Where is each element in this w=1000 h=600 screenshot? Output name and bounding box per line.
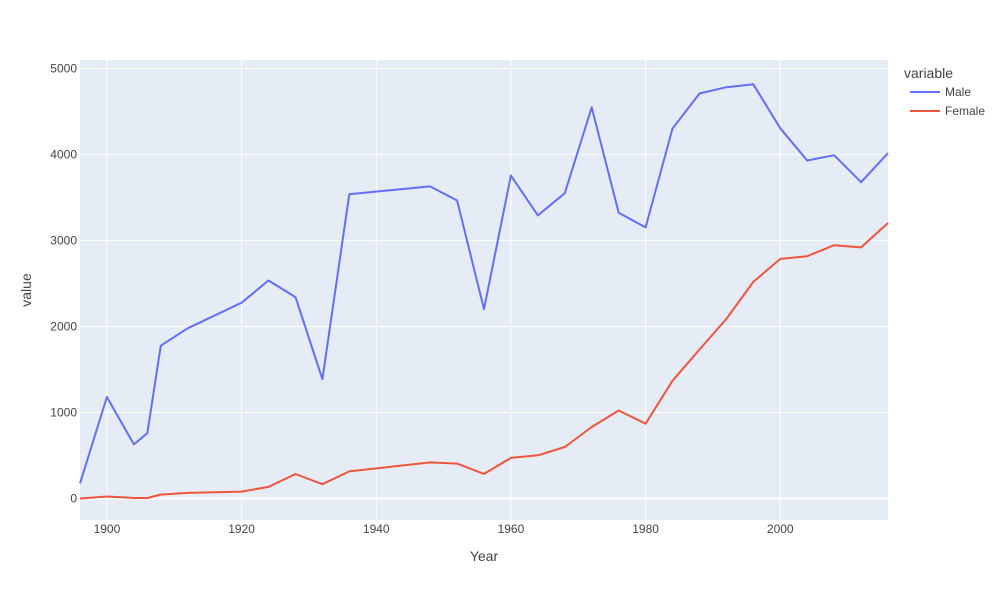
y-tick-label: 3000 <box>50 234 77 248</box>
legend-label: Male <box>945 85 971 99</box>
x-tick-label: 1900 <box>94 522 121 536</box>
series-lines <box>79 83 889 500</box>
legend-item-male[interactable]: Male <box>910 85 971 99</box>
x-tick-label: 1980 <box>632 522 659 536</box>
x-tick-label: 1940 <box>363 522 390 536</box>
y-tick-label: 5000 <box>50 62 77 76</box>
x-tick-label: 1920 <box>228 522 255 536</box>
x-axis-ticks: 1900 1920 1940 1960 1980 2000 <box>94 522 794 536</box>
legend-title: variable <box>904 65 953 81</box>
y-tick-label: 2000 <box>50 320 77 334</box>
y-tick-label: 0 <box>70 492 77 506</box>
plot-background <box>80 60 888 520</box>
legend-label: Female <box>945 104 985 118</box>
y-tick-label: 1000 <box>50 406 77 420</box>
y-axis-title: value <box>18 273 34 307</box>
x-tick-label: 1960 <box>498 522 525 536</box>
x-axis-title: Year <box>470 548 499 564</box>
series-line-male[interactable] <box>79 83 889 484</box>
series-line-female[interactable] <box>79 222 889 500</box>
legend-item-female[interactable]: Female <box>910 104 985 118</box>
legend[interactable]: variable Male Female <box>904 65 985 118</box>
y-tick-label: 4000 <box>50 148 77 162</box>
x-tick-label: 2000 <box>767 522 794 536</box>
legend-items: Male Female <box>910 85 985 118</box>
y-axis-ticks: 0 1000 2000 3000 4000 5000 <box>50 62 77 506</box>
grid-lines <box>80 60 888 520</box>
